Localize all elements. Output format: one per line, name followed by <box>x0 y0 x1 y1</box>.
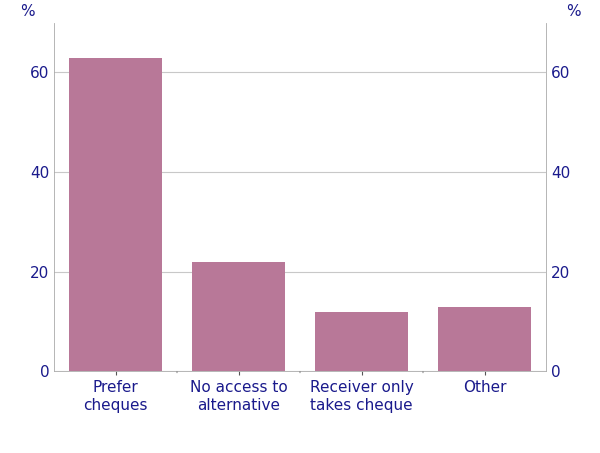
Bar <box>70 58 161 371</box>
Y-axis label: %: % <box>20 4 34 19</box>
Bar <box>193 262 284 371</box>
Y-axis label: %: % <box>566 4 580 19</box>
Bar <box>316 312 407 371</box>
Bar <box>439 307 530 371</box>
